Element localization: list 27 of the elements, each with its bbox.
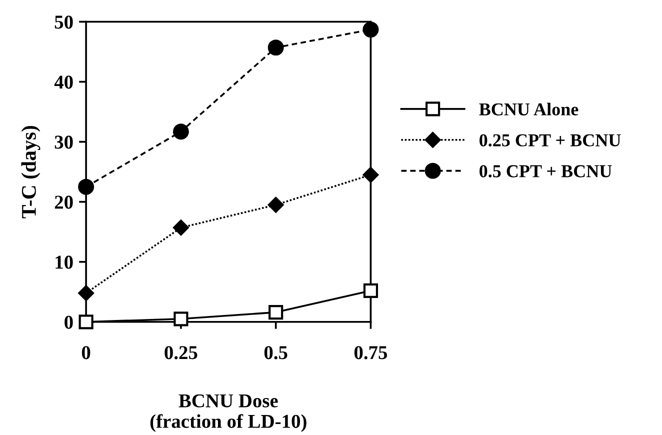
y-tick-label: 50 — [54, 16, 73, 29]
y-tick-label: 10 — [56, 256, 73, 269]
y-tick-label: 0 — [64, 316, 73, 329]
point — [268, 40, 284, 56]
point — [268, 305, 284, 320]
y-tick-label: 30 — [54, 136, 73, 149]
x-tick-label: 0.5 — [264, 346, 288, 360]
legend-label: 0.5 CPT + BCNU — [480, 165, 612, 178]
legend-label: BCNU Alone — [479, 102, 578, 116]
point — [362, 166, 379, 183]
y-axis-title: T-C (days) — [21, 126, 40, 218]
point — [362, 22, 379, 38]
point — [174, 312, 188, 326]
y-tick-label: 20 — [54, 196, 73, 209]
x-tick-label: 0 — [82, 346, 90, 360]
x-tick-label: 0.75 — [354, 346, 388, 360]
x-tick-label: 0.25 — [164, 346, 198, 360]
point — [268, 196, 284, 213]
point — [363, 283, 378, 298]
y-tick-label: 40 — [54, 76, 73, 89]
point — [173, 220, 189, 236]
point — [172, 124, 189, 140]
point — [78, 314, 94, 330]
point — [78, 285, 94, 302]
legend-label: 0.25 CPT + BCNU — [480, 134, 621, 146]
point — [78, 178, 94, 195]
x-axis-title: BCNU Dose (fraction of LD-10) — [150, 394, 306, 432]
